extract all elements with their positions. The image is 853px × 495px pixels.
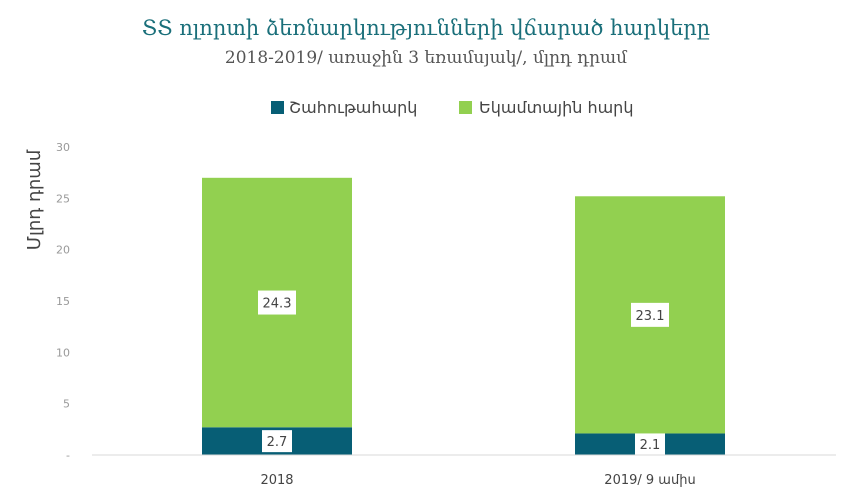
bars: 2.7 24.3 2.1 23.1: [202, 177, 725, 456]
y-tick-label-6: 30: [56, 141, 70, 154]
y-tick-label-4: 20: [56, 244, 70, 257]
legend-label-income-tax: Եկամտային հարկ: [479, 98, 633, 117]
data-label-0-1: 2.1: [640, 438, 661, 453]
legend: Շահութահարկ Եկամտային հարկ: [271, 98, 633, 117]
y-ticks: - 5 10 15 20 25 30: [56, 141, 70, 462]
data-label-1-1: 23.1: [636, 309, 665, 324]
y-axis-label: Մլրդ դրամ: [24, 149, 45, 250]
chart-title: ՏՏ ոլորտի ձեռնարկությունների վճարած հարկ…: [142, 16, 710, 40]
legend-swatch-income-tax: [459, 101, 472, 114]
data-label-bg-0-0: [262, 430, 292, 453]
chart-subtitle: 2018-2019/ առաջին 3 եռամսյակ/, մլրդ դրամ: [225, 48, 628, 68]
data-label-1-0: 24.3: [263, 297, 292, 312]
y-tick-label-3: 15: [56, 295, 70, 308]
legend-swatch-profit-tax: [271, 101, 284, 114]
y-tick-label-2: 10: [56, 346, 70, 359]
data-label-bg-0-1: [635, 433, 665, 456]
legend-label-profit-tax: Շահութահարկ: [289, 98, 417, 117]
y-tick-label-5: 25: [56, 192, 70, 205]
y-tick-label-1: 5: [63, 398, 70, 411]
data-label-bg-1-1: [631, 302, 669, 327]
data-label-bg-1-0: [258, 290, 296, 315]
x-tick-label-0: 2018: [260, 473, 293, 488]
y-tick-label-0: -: [66, 449, 70, 462]
data-label-0-0: 2.7: [267, 435, 288, 450]
x-labels: 2018 2019/ 9 ամիս: [260, 473, 695, 488]
x-tick-label-1: 2019/ 9 ամիս: [604, 473, 695, 488]
